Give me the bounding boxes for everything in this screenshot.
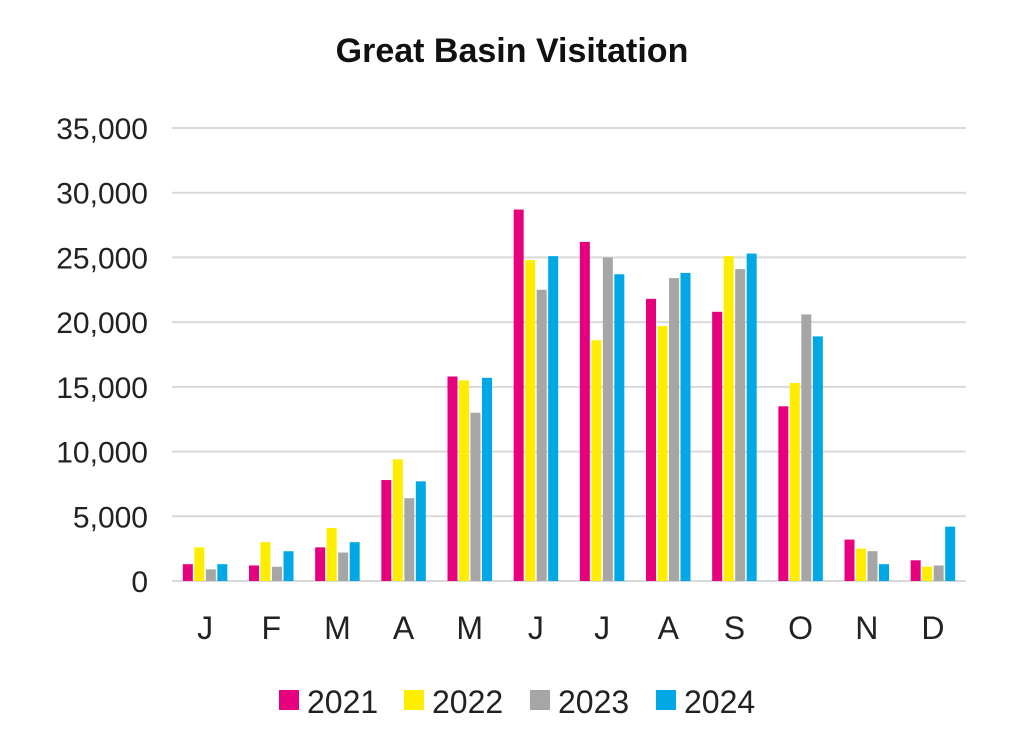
bar-2022-7 bbox=[591, 340, 602, 581]
bar-2022-3 bbox=[326, 527, 337, 581]
bar-2021-11 bbox=[844, 539, 855, 581]
bar-2023-3 bbox=[338, 552, 349, 581]
bar-2023-4 bbox=[404, 498, 415, 581]
y-tick-label: 5,000 bbox=[73, 501, 148, 534]
bar-2023-5 bbox=[470, 412, 481, 581]
y-axis-tick-labels: 0 5,000 10,000 15,000 20,000 25,000 30,000 35,0… bbox=[56, 113, 148, 599]
bar-2024-8 bbox=[680, 272, 691, 581]
bar-2024-4 bbox=[415, 481, 426, 581]
y-tick-label: 25,000 bbox=[56, 242, 148, 275]
chart-title: Great Basin Visitation bbox=[336, 32, 689, 70]
bar-2024-9 bbox=[746, 253, 757, 582]
legend-swatch-2023 bbox=[530, 690, 550, 710]
legend: 2021 2022 2023 2024 bbox=[279, 684, 755, 720]
x-tick-label: D bbox=[921, 610, 944, 646]
bar-2023-1 bbox=[205, 569, 216, 581]
bar-2021-3 bbox=[315, 547, 326, 581]
x-tick-label: S bbox=[724, 610, 745, 646]
bar-2024-10 bbox=[812, 336, 823, 581]
y-tick-label: 10,000 bbox=[56, 437, 148, 470]
bar-2022-4 bbox=[392, 459, 403, 581]
x-tick-label: N bbox=[855, 610, 878, 646]
bar-2024-12 bbox=[945, 526, 956, 581]
bar-2022-11 bbox=[856, 548, 866, 581]
x-tick-label: J bbox=[594, 610, 610, 646]
x-tick-label: J bbox=[197, 610, 213, 646]
bar-2023-6 bbox=[536, 289, 547, 581]
bar-2022-5 bbox=[459, 380, 469, 581]
bar-2021-8 bbox=[646, 298, 656, 581]
bar-2023-10 bbox=[801, 314, 812, 581]
bar-2021-1 bbox=[182, 564, 193, 581]
x-tick-label: M bbox=[456, 610, 483, 646]
bar-2021-7 bbox=[579, 241, 590, 581]
bar-2021-4 bbox=[381, 480, 392, 581]
y-tick-label: 0 bbox=[131, 566, 148, 599]
bar-2022-10 bbox=[789, 382, 800, 581]
bar-2024-2 bbox=[283, 551, 294, 581]
legend-label-2023: 2023 bbox=[558, 684, 629, 720]
bar-2023-2 bbox=[272, 566, 282, 581]
legend-label-2024: 2024 bbox=[684, 684, 755, 720]
bar-2021-12 bbox=[910, 560, 921, 581]
legend-swatch-2024 bbox=[656, 690, 676, 710]
legend-label-2021: 2021 bbox=[307, 684, 378, 720]
bar-2021-6 bbox=[513, 209, 524, 582]
bar-2023-12 bbox=[933, 565, 944, 581]
bar-2024-3 bbox=[349, 542, 360, 581]
bar-2022-2 bbox=[260, 542, 271, 581]
legend-label-2022: 2022 bbox=[432, 684, 503, 720]
bar-2022-8 bbox=[657, 326, 668, 581]
x-tick-label: J bbox=[528, 610, 544, 646]
bars bbox=[182, 209, 956, 582]
bar-2022-1 bbox=[194, 547, 205, 581]
bar-2022-9 bbox=[723, 256, 734, 581]
x-tick-label: M bbox=[324, 610, 351, 646]
gridlines bbox=[172, 127, 966, 582]
bar-2024-5 bbox=[482, 377, 492, 581]
bar-2021-2 bbox=[249, 565, 259, 581]
legend-swatch-2021 bbox=[279, 690, 299, 710]
bar-2024-1 bbox=[217, 564, 228, 581]
bar-2021-10 bbox=[778, 406, 789, 581]
y-tick-label: 20,000 bbox=[56, 307, 148, 340]
y-tick-label: 35,000 bbox=[56, 113, 148, 146]
x-tick-label: O bbox=[788, 610, 813, 646]
bar-2024-7 bbox=[614, 274, 625, 581]
bar-2024-6 bbox=[548, 256, 559, 581]
bar-2023-9 bbox=[735, 269, 746, 581]
bar-2021-5 bbox=[447, 376, 458, 581]
bar-2022-6 bbox=[525, 260, 536, 581]
bar-2024-11 bbox=[879, 564, 889, 581]
x-tick-label: A bbox=[658, 610, 680, 646]
bar-2023-11 bbox=[867, 551, 878, 581]
bar-2023-7 bbox=[602, 257, 613, 581]
x-tick-label: A bbox=[393, 610, 415, 646]
bar-2023-8 bbox=[669, 278, 679, 581]
x-tick-label: F bbox=[261, 610, 281, 646]
y-tick-label: 30,000 bbox=[56, 178, 148, 211]
bar-2022-12 bbox=[922, 566, 933, 581]
legend-swatch-2022 bbox=[404, 690, 424, 710]
bar-2021-9 bbox=[712, 311, 723, 581]
y-tick-label: 15,000 bbox=[56, 372, 148, 405]
